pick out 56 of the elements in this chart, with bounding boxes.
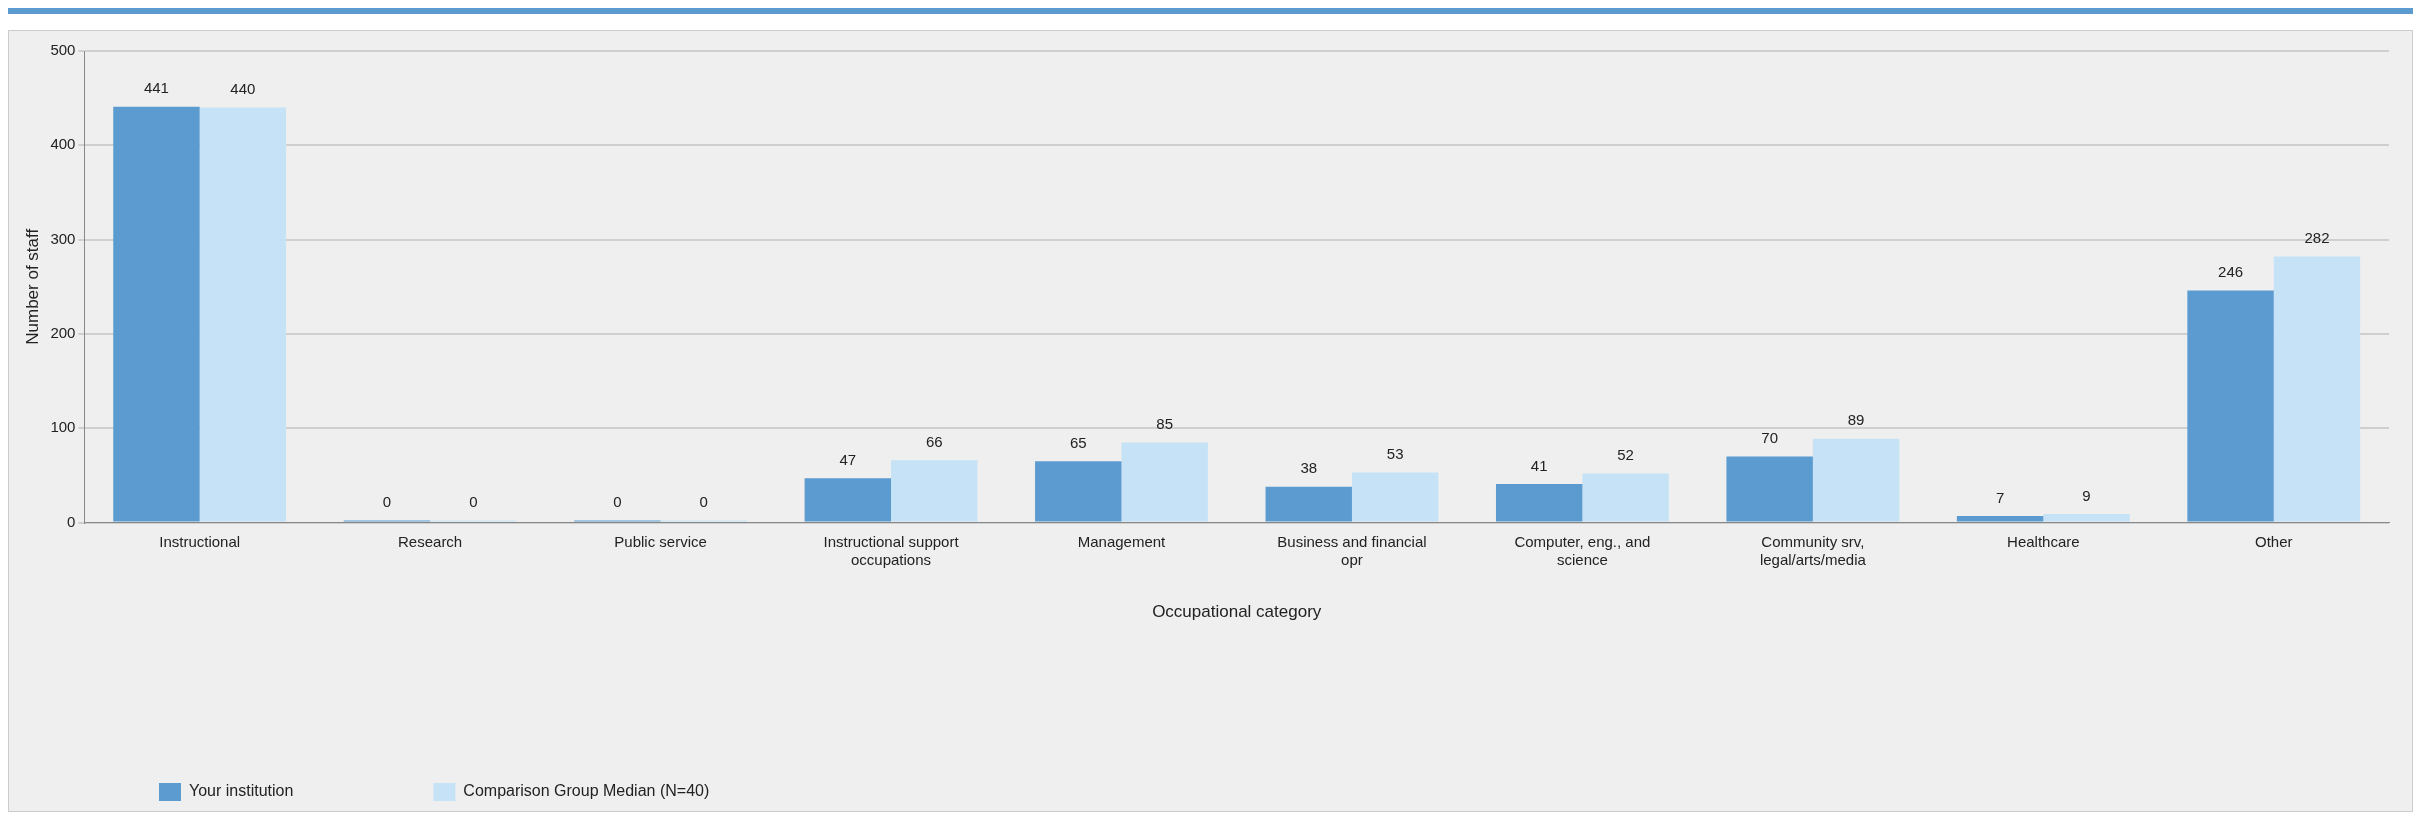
x-tick-label: Healthcare <box>2007 532 2080 550</box>
data-label: 65 <box>1069 433 1087 451</box>
y-tick-label: 300 <box>50 229 76 247</box>
x-tick-label: Management <box>1077 532 1167 550</box>
y-tick-label: 100 <box>50 418 76 436</box>
bar <box>1582 473 1669 522</box>
bar <box>1956 516 2044 522</box>
data-label: 66 <box>925 432 943 450</box>
bar <box>113 106 200 522</box>
data-label: 0 <box>382 493 392 511</box>
y-tick-label: 0 <box>67 512 76 530</box>
bar <box>1035 461 1122 522</box>
data-label: 41 <box>1530 456 1548 474</box>
x-tick-label: Other <box>2255 532 2293 550</box>
data-label: 47 <box>839 450 857 468</box>
bar <box>2273 256 2361 522</box>
data-label: 441 <box>143 79 169 97</box>
data-label: 246 <box>2218 263 2244 281</box>
y-tick-label: 200 <box>50 324 76 342</box>
bar <box>2043 514 2130 522</box>
bar <box>1351 472 1439 522</box>
legend-label: Your institution <box>189 782 294 800</box>
x-tick-label: Instructional support occupations <box>823 532 960 568</box>
bar <box>891 460 978 522</box>
data-label: 38 <box>1300 459 1318 477</box>
data-label: 282 <box>2304 229 2330 247</box>
x-tick-label: Instructional <box>159 532 241 550</box>
x-tick-label: Business and financial opr <box>1277 532 1427 568</box>
data-label: 89 <box>1847 411 1865 429</box>
bar <box>804 478 892 522</box>
data-label: 0 <box>613 493 622 511</box>
data-label: 53 <box>1386 445 1404 463</box>
y-axis-title: Number of staff <box>22 228 42 345</box>
x-axis-title: Occupational category <box>1152 602 1322 622</box>
bar <box>1121 442 1208 522</box>
bar <box>1812 438 1900 522</box>
x-tick-label: Research <box>398 532 463 550</box>
bar <box>1726 456 1813 522</box>
y-tick-label: 400 <box>50 135 76 153</box>
data-label: 9 <box>2082 486 2091 504</box>
x-tick-label: Public service <box>614 532 707 550</box>
bar <box>199 107 287 522</box>
data-label: 440 <box>230 80 256 98</box>
bar <box>2187 290 2274 522</box>
bar <box>1495 483 1583 522</box>
data-label: 70 <box>1761 429 1778 447</box>
y-tick-label: 500 <box>50 41 76 59</box>
x-tick-label: Computer, eng., and science <box>1514 532 1651 568</box>
bar <box>1265 486 1352 522</box>
data-label: 52 <box>1617 446 1634 464</box>
data-label: 0 <box>469 493 478 511</box>
data-label: 0 <box>699 493 708 511</box>
legend-label: Comparison Group Median (N=40) <box>463 782 710 800</box>
data-label: 7 <box>1995 488 2005 506</box>
data-label: 85 <box>1156 415 1174 433</box>
x-tick-label: Community srv, legal/arts/media <box>1759 532 1867 568</box>
